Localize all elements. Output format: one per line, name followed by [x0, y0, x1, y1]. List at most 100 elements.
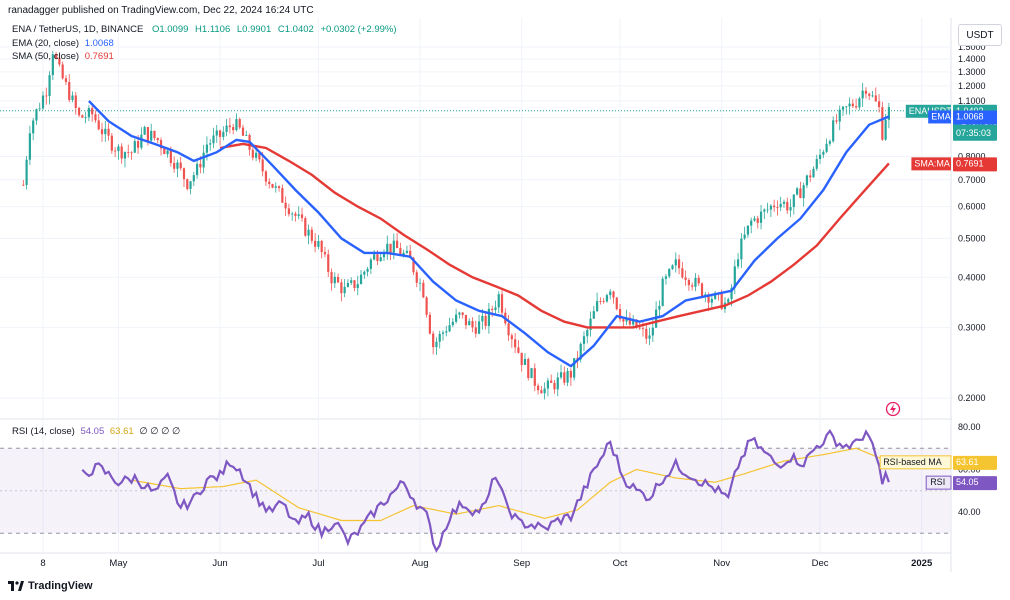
candle-body [205, 144, 209, 153]
sma-legend-value: 0.7691 [84, 51, 114, 62]
ohlc-close: C1.0402 [277, 24, 314, 35]
candle-body [225, 125, 228, 132]
candle-body [582, 336, 586, 344]
time-tick-label: Sep [513, 558, 530, 569]
candle-body [802, 185, 805, 199]
candle-body [553, 382, 556, 390]
rsi-ma-axis-badge [953, 455, 997, 470]
candle-body [468, 321, 471, 326]
ohlc-change: +0.0302 (+2.99%) [320, 24, 397, 35]
candle-body [818, 154, 822, 160]
candle-body [402, 252, 405, 256]
ema-legend[interactable]: EMA (20, close) 1.0068 [12, 38, 114, 49]
rsi-tick-label: 40.00 [958, 507, 981, 517]
candle-body [64, 78, 68, 82]
candle-body [520, 352, 523, 365]
candle-body [182, 168, 186, 180]
ema-legend-value: 1.0068 [84, 38, 114, 49]
price-tick-label: 0.5000 [958, 233, 986, 243]
candle-body [287, 208, 291, 215]
candle-body [491, 308, 494, 310]
candle-body [851, 103, 854, 107]
candle-body [714, 292, 717, 299]
candle-body [730, 287, 733, 300]
candle-body [736, 259, 740, 267]
candle-body [202, 152, 205, 168]
rsi-ma-legend-value: 63.61 [109, 426, 134, 437]
candle-body [523, 359, 527, 365]
candle-body [327, 254, 330, 272]
candle-body [114, 150, 117, 152]
candle-body [487, 308, 491, 326]
candle-body [605, 295, 609, 302]
lightning-icon[interactable] [885, 401, 901, 417]
candle-body [727, 299, 730, 303]
candle-body [494, 307, 497, 310]
candle-body [756, 218, 759, 223]
time-tick-label: Aug [412, 558, 429, 569]
candle-body [566, 370, 569, 383]
candle-body [87, 108, 91, 118]
candle-body [51, 54, 54, 76]
candle-body [123, 152, 127, 159]
rsi-legend[interactable]: RSI (14, close) 54.05 63.61 ∅ ∅ ∅ ∅ [12, 426, 180, 437]
candle-body [691, 285, 694, 287]
candle-body [776, 207, 779, 208]
candle-body [822, 151, 825, 155]
tradingview-logo: TradingView [8, 580, 93, 592]
sma-legend[interactable]: SMA (50, close) 0.7691 [12, 51, 114, 62]
candle-body [255, 152, 258, 158]
candle-body [484, 315, 487, 326]
candle-body [841, 106, 845, 110]
price-tick-label: 1.2000 [958, 81, 986, 91]
candle-body [156, 138, 159, 141]
candle-body [628, 317, 631, 325]
ema-axis-name: EMA [931, 111, 951, 121]
candle-body [602, 301, 605, 303]
candle-body [409, 250, 412, 258]
sma-axis-badge [953, 157, 997, 172]
candle-body [740, 238, 743, 260]
candle-body [533, 368, 536, 386]
candle-body [635, 319, 638, 328]
candle-body [330, 271, 333, 284]
candle-body [861, 90, 864, 99]
time-tick-label: 2025 [911, 558, 933, 569]
candle-body [668, 268, 671, 277]
candle-body [222, 131, 225, 137]
candle-body [68, 81, 71, 101]
rsi-ma-line [131, 447, 890, 522]
candle-body [461, 312, 464, 315]
candle-body [786, 201, 789, 211]
candle-body [392, 240, 395, 253]
candle-body [304, 218, 307, 236]
candle-body [77, 107, 81, 116]
candle-body [514, 339, 517, 348]
candle-body [507, 323, 510, 336]
currency-button[interactable]: USDT [958, 24, 1002, 46]
candle-body [425, 297, 428, 315]
candle-body [195, 163, 199, 176]
candle-body [232, 127, 235, 131]
candle-body [700, 283, 704, 297]
symbol-name[interactable]: ENA / TetherUS, 1D, BINANCE [12, 24, 144, 35]
candle-body [61, 64, 64, 79]
time-tick-label: Dec [812, 558, 829, 569]
time-tick-label: Oct [613, 558, 628, 569]
rsi-ma-name-badge [879, 455, 952, 470]
candle-body [645, 328, 648, 339]
candle-body [199, 163, 202, 168]
candle-body [448, 325, 451, 332]
price-tick-label: 1.1000 [958, 96, 986, 106]
candle-body [340, 282, 343, 294]
candle-body [848, 103, 851, 107]
candle-body [399, 248, 402, 256]
candle-body [241, 127, 245, 136]
candle-body [163, 148, 166, 155]
sma-axis-name: SMA:MA [914, 158, 950, 168]
candle-body [773, 205, 776, 208]
candle-body [71, 95, 74, 101]
candle-body [707, 294, 710, 303]
candle-body [648, 335, 651, 339]
